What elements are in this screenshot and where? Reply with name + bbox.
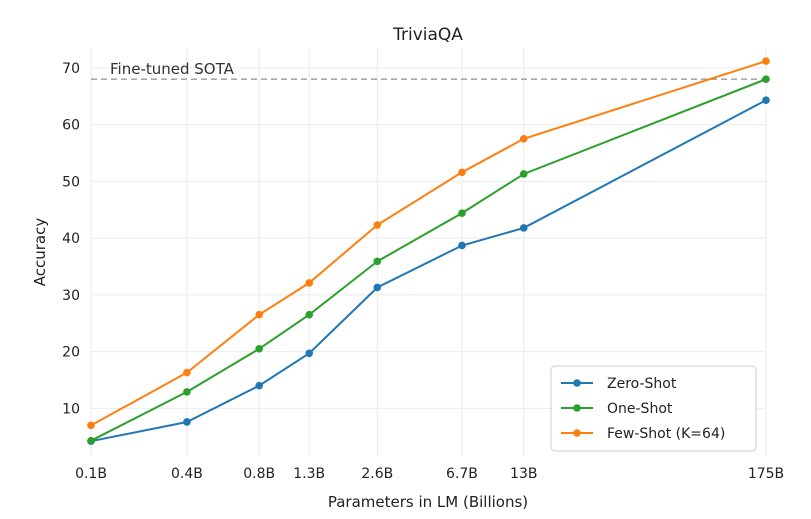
series-group	[87, 57, 770, 446]
data-point	[519, 134, 528, 143]
reference-line-group: Fine-tuned SOTA	[91, 60, 766, 80]
y-tick-labels: 10 20 30 40 50 60 70	[62, 61, 80, 417]
x-tick-label: 175B	[748, 466, 784, 482]
grid	[90, 48, 767, 456]
data-point	[183, 418, 191, 426]
x-tick-label: 1.3B	[293, 466, 325, 482]
series-line	[90, 99, 767, 443]
data-point	[458, 241, 466, 250]
y-tick-label: 50	[62, 174, 80, 190]
x-axis-label: Parameters in LM (Billions)	[328, 493, 528, 511]
data-point	[373, 257, 382, 266]
x-tick-label: 13B	[510, 466, 537, 482]
y-tick-label: 70	[62, 61, 80, 77]
data-point	[87, 421, 95, 430]
y-axis-label: Accuracy	[31, 218, 49, 287]
data-point	[183, 368, 191, 377]
series-line	[90, 78, 767, 442]
series-line	[90, 60, 767, 427]
legend-swatch-marker	[573, 404, 581, 412]
y-tick-label: 30	[62, 288, 80, 304]
data-point	[87, 436, 95, 445]
legend-label: One-Shot	[607, 401, 673, 417]
data-point	[255, 310, 263, 319]
data-point	[762, 57, 770, 65]
y-tick-label: 40	[62, 231, 80, 247]
x-tick-label: 0.1B	[75, 466, 107, 482]
data-point	[458, 209, 466, 217]
y-tick-label: 10	[62, 401, 80, 417]
legend: Zero-Shot One-Shot Few-Shot (K=64)	[550, 365, 757, 452]
legend-label: Few-Shot (K=64)	[607, 426, 725, 442]
legend-swatch-marker	[573, 429, 581, 437]
data-point	[183, 388, 191, 396]
data-point	[458, 168, 466, 177]
chart-title: TriviaQA	[392, 25, 463, 45]
data-point	[373, 283, 382, 292]
x-tick-label: 0.8B	[243, 466, 275, 482]
data-point	[762, 75, 770, 84]
data-point	[305, 279, 314, 287]
x-tick-label: 0.4B	[171, 466, 203, 482]
data-point	[255, 381, 263, 390]
data-point	[373, 221, 382, 229]
reference-line-label: Fine-tuned SOTA	[110, 60, 235, 78]
x-tick-label: 6.7B	[446, 466, 478, 482]
y-tick-label: 60	[62, 118, 80, 134]
legend-label: Zero-Shot	[607, 376, 677, 392]
x-tick-labels: 0.1B 0.4B 0.8B 1.3B 2.6B 6.7B 13B 175B	[75, 466, 784, 482]
data-point	[519, 170, 528, 178]
legend-swatch-marker	[573, 379, 581, 387]
data-point	[762, 96, 770, 105]
legend-box	[550, 365, 757, 452]
x-tick-label: 2.6B	[361, 466, 393, 482]
data-point	[255, 344, 263, 353]
data-point	[519, 224, 528, 232]
data-point	[305, 349, 314, 358]
data-point	[305, 310, 314, 319]
y-tick-label: 20	[62, 345, 80, 361]
